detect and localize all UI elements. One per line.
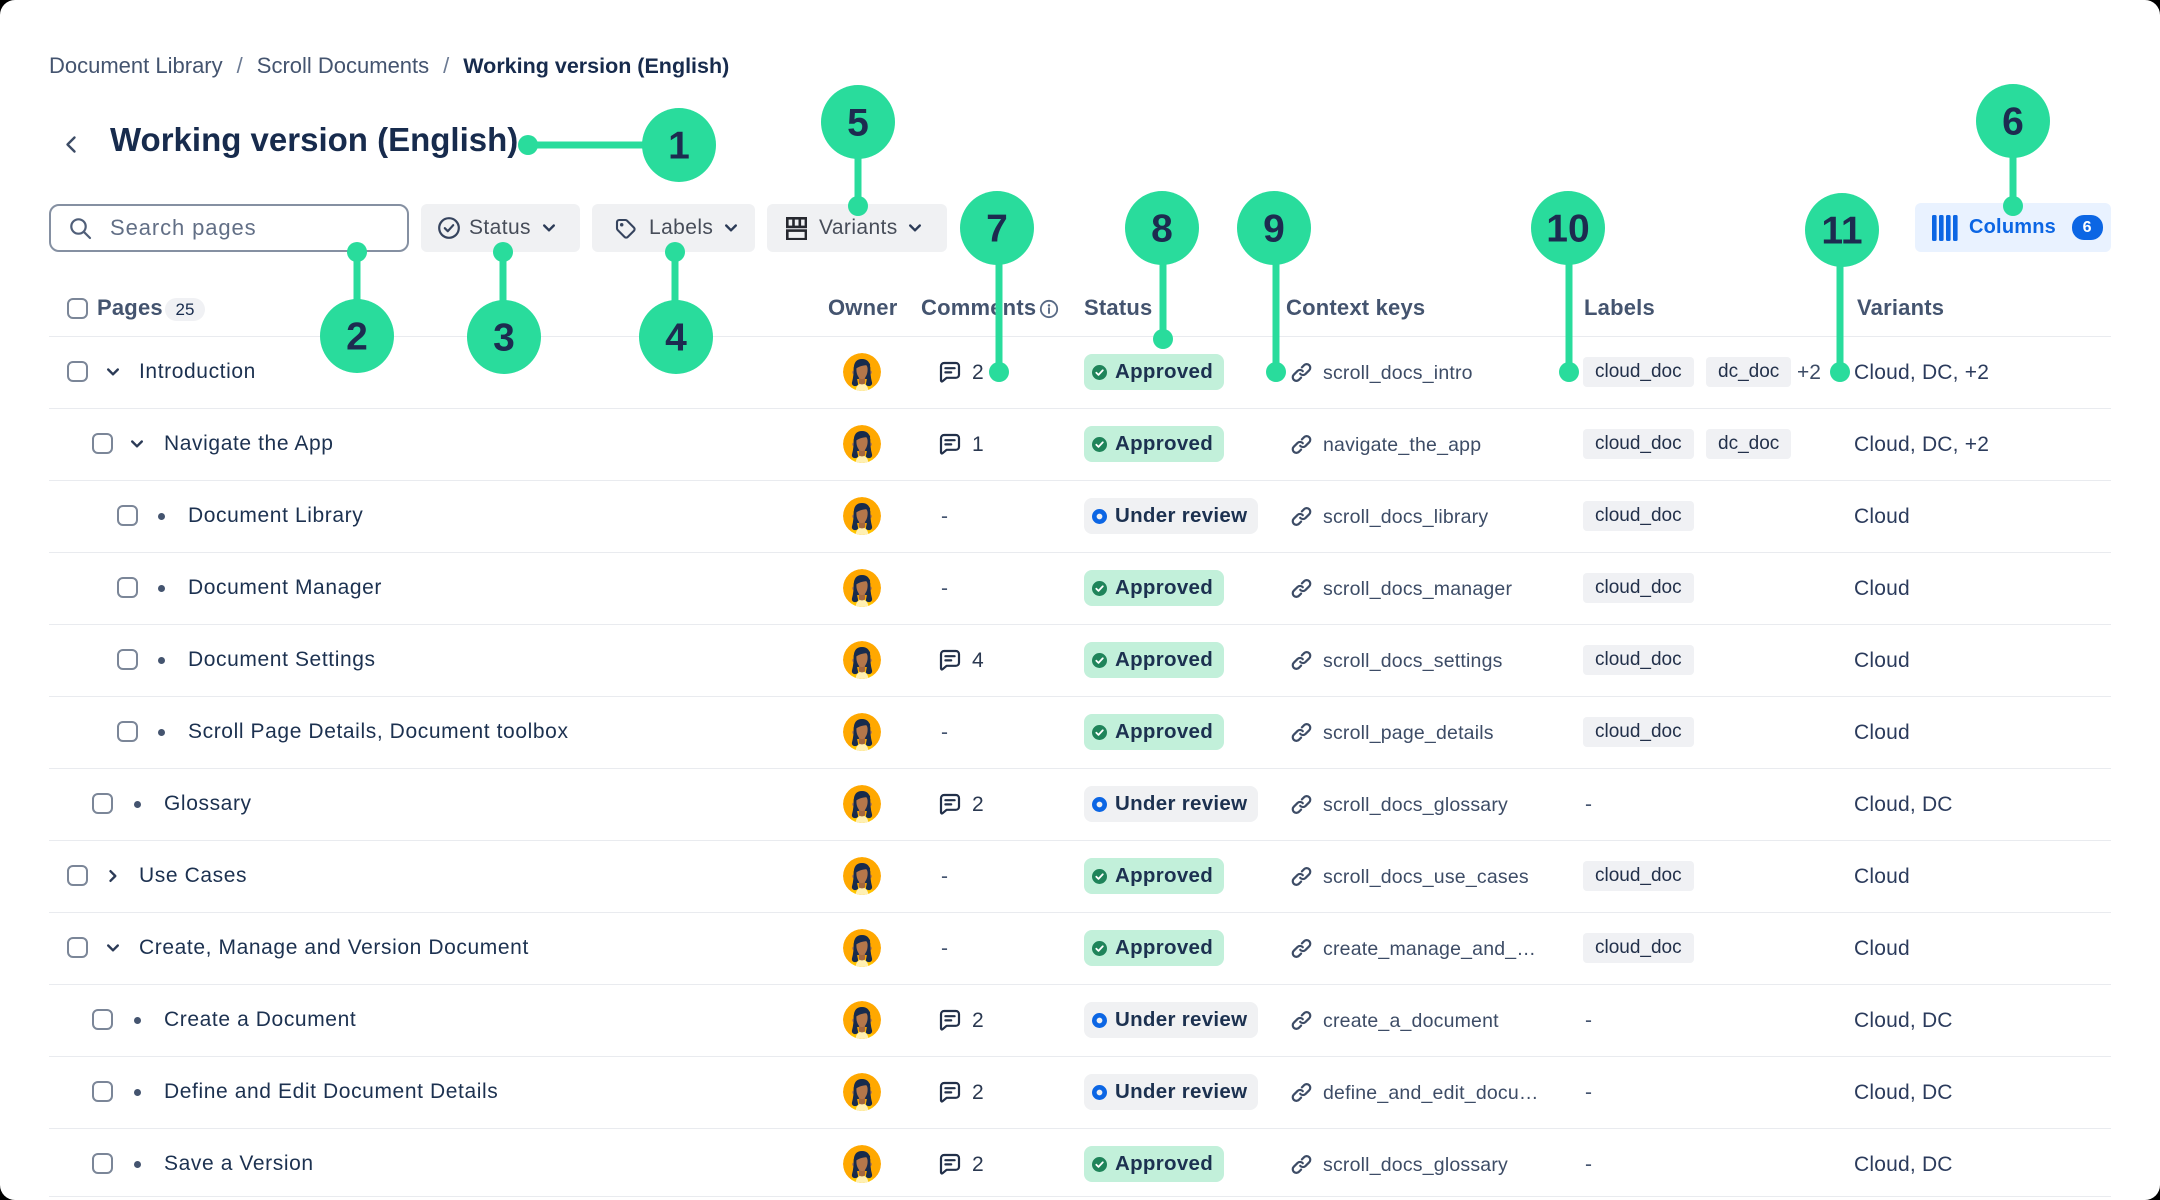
svg-text:7: 7 <box>986 208 1008 251</box>
svg-text:11: 11 <box>1821 210 1862 253</box>
svg-text:6: 6 <box>2002 101 2024 144</box>
svg-text:10: 10 <box>1546 208 1589 251</box>
svg-text:1: 1 <box>668 125 690 168</box>
svg-text:5: 5 <box>847 102 869 145</box>
svg-text:9: 9 <box>1263 208 1285 251</box>
svg-text:8: 8 <box>1151 208 1173 251</box>
